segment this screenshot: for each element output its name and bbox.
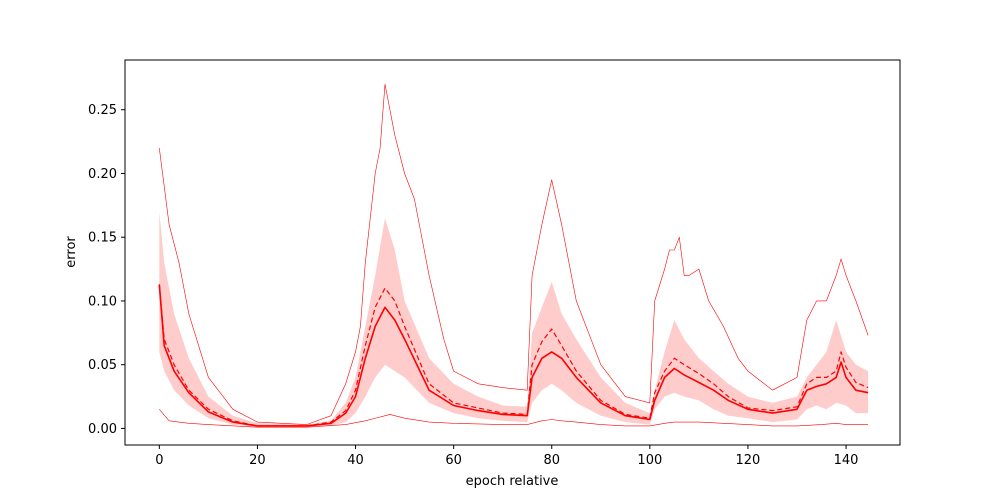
series-line-4-thin bbox=[159, 409, 869, 428]
confidence-band bbox=[159, 211, 869, 428]
x-tick-label: 140 bbox=[834, 453, 859, 468]
x-tick-label: 60 bbox=[445, 453, 462, 468]
plot-area bbox=[158, 83, 869, 428]
x-tick-label: 120 bbox=[736, 453, 761, 468]
y-axis: 0.00 0.05 0.10 0.15 0.20 0.25 bbox=[88, 103, 125, 437]
x-tick-label: 0 bbox=[155, 453, 163, 468]
x-tick-label: 80 bbox=[543, 453, 560, 468]
y-tick-label: 0.10 bbox=[88, 294, 117, 309]
y-tick-label: 0.00 bbox=[88, 422, 117, 437]
y-axis-label: error bbox=[64, 236, 79, 268]
x-tick-label: 20 bbox=[249, 453, 266, 468]
series-line-2-dashed bbox=[158, 284, 869, 427]
plot-frame bbox=[124, 59, 901, 446]
x-axis: 0 20 40 60 80 100 120 140 bbox=[155, 445, 858, 468]
y-tick-label: 0.05 bbox=[88, 358, 117, 373]
series-line-1-solid bbox=[158, 284, 869, 427]
x-tick-label: 100 bbox=[637, 453, 662, 468]
y-tick-label: 0.25 bbox=[88, 103, 117, 118]
series-line-3-thin bbox=[159, 83, 869, 425]
y-tick-label: 0.15 bbox=[88, 231, 117, 246]
x-tick-label: 40 bbox=[347, 453, 364, 468]
x-axis-label: epoch relative bbox=[466, 474, 559, 489]
y-tick-label: 0.20 bbox=[88, 167, 117, 182]
